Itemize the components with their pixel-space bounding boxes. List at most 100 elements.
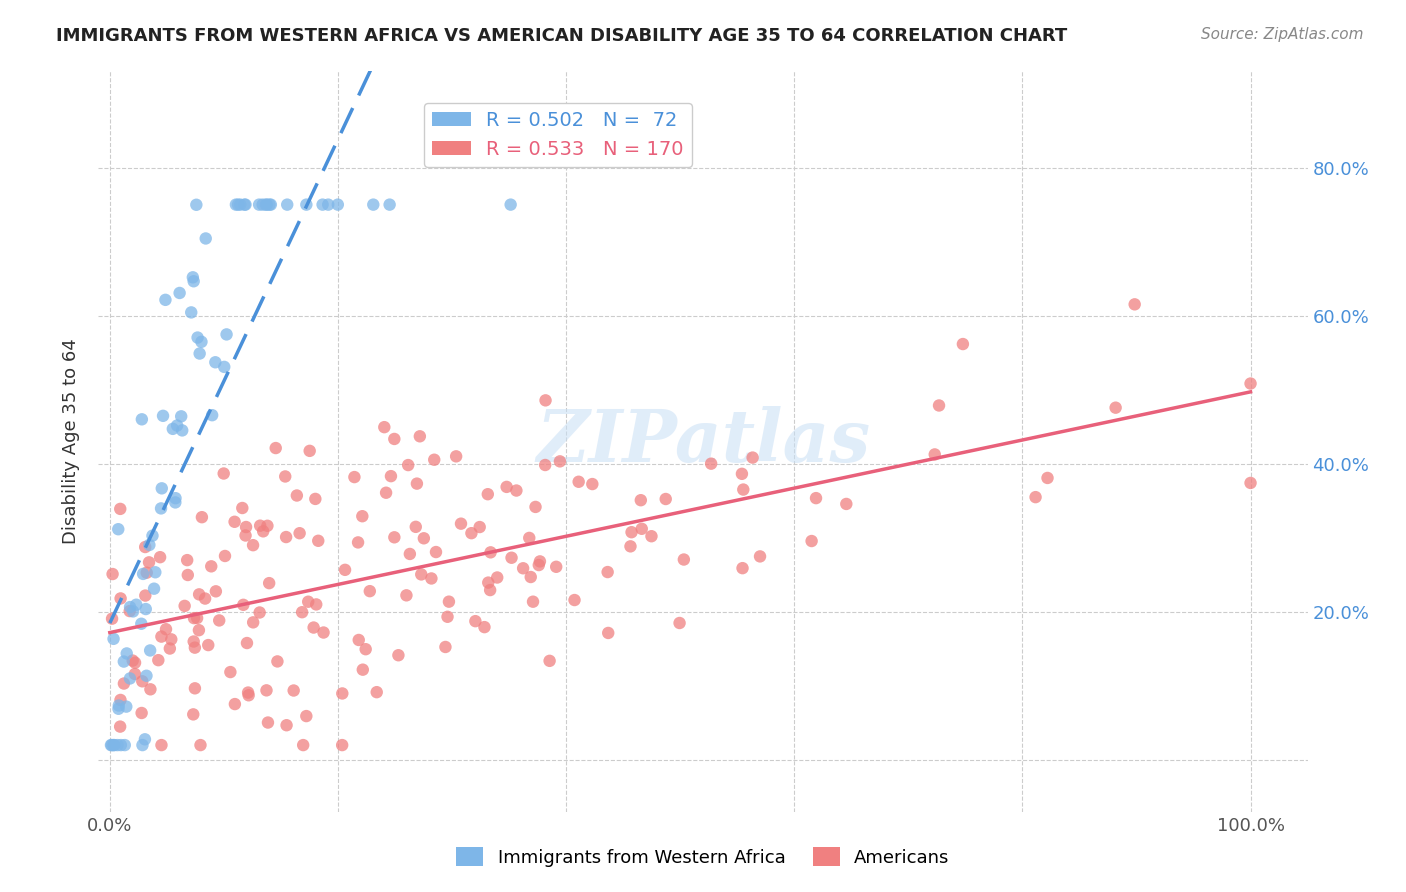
Americans: [242, 615, 264, 630]
Americans: [731, 467, 754, 481]
Americans: [479, 545, 502, 559]
Americans: [387, 648, 409, 663]
Americans: [148, 653, 170, 667]
Immigrants from Western Africa: [103, 738, 125, 752]
Americans: [460, 526, 482, 541]
Americans: [366, 685, 388, 699]
Americans: [409, 429, 432, 443]
Americans: [302, 621, 325, 635]
Americans: [292, 738, 315, 752]
Americans: [235, 520, 257, 534]
Immigrants from Western Africa: [135, 669, 157, 683]
Americans: [188, 587, 211, 601]
Immigrants from Western Africa: [131, 412, 153, 426]
Immigrants from Western Africa: [112, 655, 135, 669]
Americans: [668, 615, 690, 630]
Americans: [312, 625, 335, 640]
Americans: [200, 559, 222, 574]
Americans: [108, 720, 131, 734]
Immigrants from Western Africa: [115, 647, 138, 661]
Americans: [101, 567, 124, 582]
Immigrants from Western Africa: [107, 698, 129, 713]
Americans: [257, 715, 280, 730]
Americans: [134, 540, 156, 554]
Americans: [134, 589, 156, 603]
Immigrants from Western Africa: [114, 738, 136, 752]
Americans: [112, 676, 135, 690]
Americans: [194, 591, 217, 606]
Immigrants from Western Africa: [150, 481, 173, 495]
Immigrants from Western Africa: [252, 197, 274, 211]
Immigrants from Western Africa: [276, 197, 298, 211]
Immigrants from Western Africa: [378, 197, 401, 211]
Americans: [546, 559, 568, 574]
Americans: [1239, 376, 1261, 391]
Immigrants from Western Africa: [103, 632, 125, 646]
Text: Source: ZipAtlas.com: Source: ZipAtlas.com: [1201, 27, 1364, 42]
Americans: [423, 452, 446, 467]
Americans: [159, 641, 181, 656]
Americans: [354, 642, 377, 657]
Americans: [519, 570, 541, 584]
Americans: [131, 706, 153, 720]
Americans: [177, 568, 200, 582]
Immigrants from Western Africa: [295, 197, 318, 211]
Americans: [249, 518, 271, 533]
Immigrants from Western Africa: [132, 566, 155, 581]
Immigrants from Western Africa: [143, 582, 166, 596]
Immigrants from Western Africa: [194, 231, 217, 245]
Americans: [1025, 490, 1047, 504]
Americans: [118, 604, 141, 618]
Americans: [224, 697, 246, 711]
Immigrants from Western Africa: [150, 501, 173, 516]
Americans: [352, 509, 374, 524]
Americans: [672, 552, 695, 566]
Americans: [835, 497, 858, 511]
Immigrants from Western Africa: [131, 738, 153, 752]
Americans: [343, 470, 366, 484]
Americans: [242, 538, 264, 552]
Americans: [252, 524, 274, 539]
Americans: [1123, 297, 1146, 311]
Americans: [405, 520, 427, 534]
Immigrants from Western Africa: [166, 418, 188, 433]
Americans: [538, 654, 561, 668]
Immigrants from Western Africa: [311, 197, 333, 211]
Americans: [375, 485, 398, 500]
Americans: [741, 450, 763, 465]
Immigrants from Western Africa: [169, 285, 191, 300]
Immigrants from Western Africa: [131, 616, 153, 631]
Americans: [450, 516, 472, 531]
Immigrants from Western Africa: [247, 197, 270, 211]
Americans: [333, 563, 356, 577]
Americans: [524, 500, 547, 514]
Americans: [256, 683, 278, 698]
Americans: [305, 598, 328, 612]
Americans: [924, 447, 946, 461]
Immigrants from Western Africa: [186, 198, 208, 212]
Americans: [517, 531, 540, 545]
Immigrants from Western Africa: [138, 538, 160, 552]
Americans: [238, 688, 260, 702]
Immigrants from Western Africa: [181, 270, 204, 285]
Americans: [131, 674, 153, 689]
Immigrants from Western Africa: [110, 738, 132, 752]
Americans: [276, 718, 298, 732]
Americans: [598, 626, 620, 640]
Americans: [160, 632, 183, 647]
Americans: [181, 707, 204, 722]
Americans: [952, 337, 974, 351]
Americans: [288, 526, 311, 541]
Americans: [534, 393, 557, 408]
Immigrants from Western Africa: [499, 197, 522, 211]
Americans: [395, 588, 418, 602]
Legend: Immigrants from Western Africa, Americans: Immigrants from Western Africa, American…: [449, 840, 957, 874]
Americans: [444, 450, 467, 464]
Americans: [373, 420, 395, 434]
Immigrants from Western Africa: [201, 408, 224, 422]
Americans: [208, 614, 231, 628]
Americans: [804, 491, 827, 505]
Americans: [212, 467, 235, 481]
Americans: [411, 567, 433, 582]
Americans: [382, 530, 405, 544]
